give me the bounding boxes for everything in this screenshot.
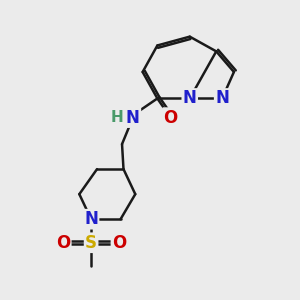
Text: O: O bbox=[112, 234, 126, 252]
Text: O: O bbox=[56, 234, 70, 252]
Text: N: N bbox=[215, 89, 229, 107]
Text: O: O bbox=[164, 109, 178, 127]
Text: N: N bbox=[84, 210, 98, 228]
Text: S: S bbox=[85, 234, 97, 252]
Text: N: N bbox=[126, 109, 140, 127]
Text: N: N bbox=[183, 89, 197, 107]
Text: H: H bbox=[110, 110, 123, 125]
